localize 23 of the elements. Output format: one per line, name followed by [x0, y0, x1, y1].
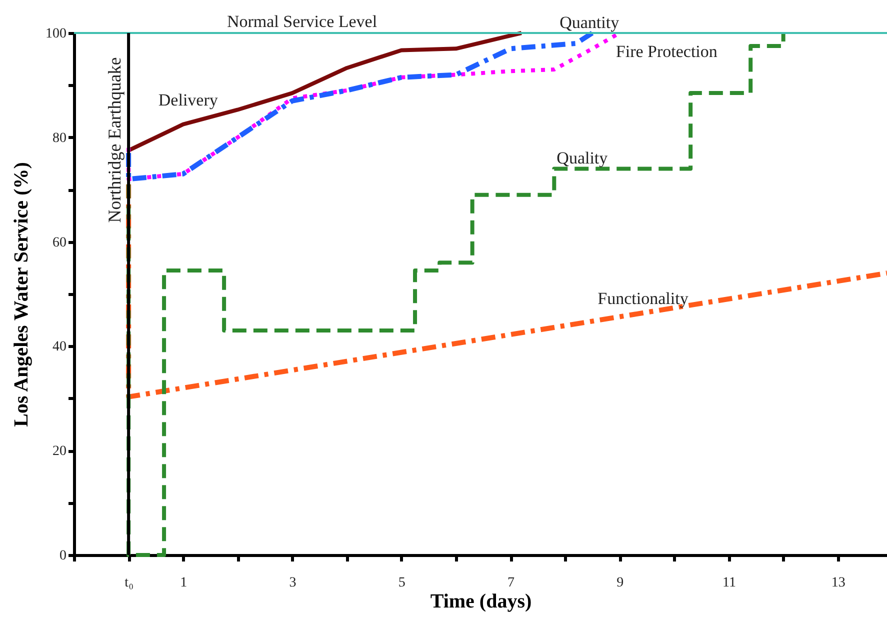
series-label: Functionality: [598, 289, 689, 308]
y-tick-label: 80: [52, 130, 66, 146]
series-label: Delivery: [158, 90, 218, 110]
y-tick-label: 60: [52, 235, 66, 250]
y-tick-label: 20: [52, 444, 66, 460]
x-tick-label: 11: [722, 576, 736, 590]
series-label: Quantity: [560, 13, 620, 32]
y-tick-label: 40: [52, 340, 66, 355]
ref-line-label: Normal Service Level: [226, 12, 378, 31]
x-tick-label: 13: [831, 576, 846, 590]
y-axis-title: Los Angeles Water Service (%): [10, 162, 32, 427]
y-tick-label: 0: [60, 548, 66, 564]
ref-line-label: Northridge Earthquake: [104, 57, 125, 223]
x-axis-title: Time (days): [430, 590, 532, 612]
x-tick-label: 3: [289, 576, 296, 590]
x-tick-label: t₀: [124, 576, 134, 590]
x-tick-label: 7: [508, 576, 515, 590]
series-label: Fire Protection: [616, 42, 718, 61]
x-tick-label: 5: [398, 576, 406, 590]
series-label: Quality: [556, 148, 608, 168]
x-tick-label: 9: [616, 576, 624, 590]
x-tick-label: 1: [180, 576, 188, 590]
y-tick-label: 100: [46, 26, 66, 42]
